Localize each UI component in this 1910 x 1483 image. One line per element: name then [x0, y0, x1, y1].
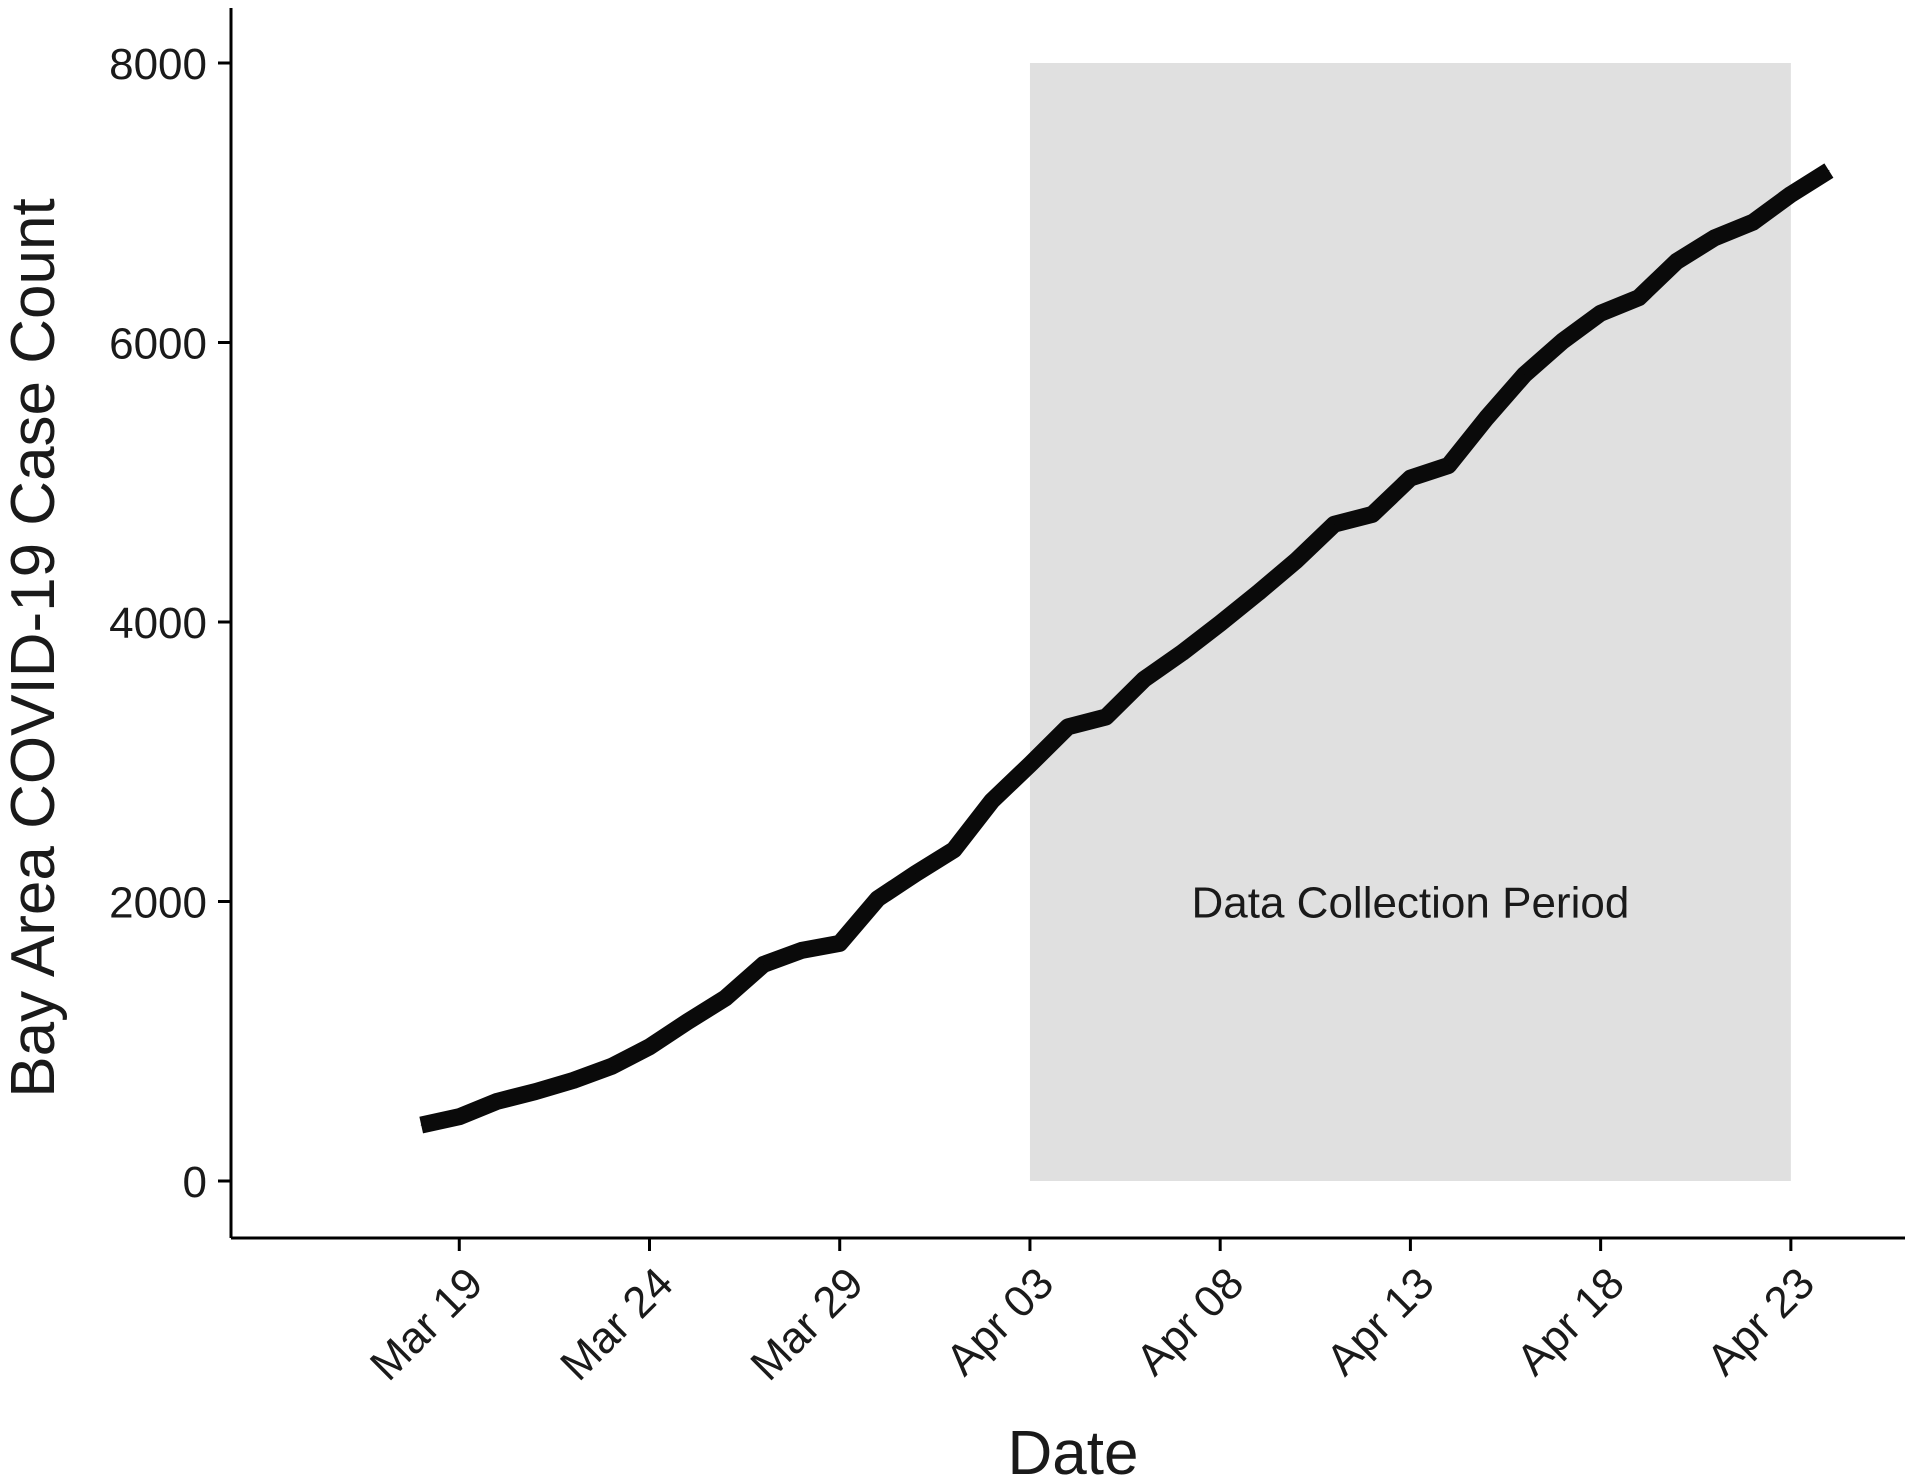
plot-area: Data Collection Period [419, 63, 1834, 1181]
x-tick-label: Mar 19 [361, 1258, 492, 1389]
data-point [725, 997, 727, 999]
data-point [420, 1124, 422, 1126]
data-points [420, 170, 1830, 1126]
data-point [1371, 513, 1373, 515]
data-collection-period-label: Data Collection Period [1192, 879, 1630, 928]
y-tick-label: 0 [183, 1158, 207, 1207]
data-point [1143, 678, 1145, 680]
data-point [1714, 237, 1716, 239]
data-point [1524, 374, 1526, 376]
x-tick-label: Apr 03 [937, 1258, 1063, 1384]
data-point [1447, 464, 1449, 466]
data-point [496, 1100, 498, 1102]
data-point [801, 949, 803, 951]
x-tick-label: Apr 18 [1507, 1258, 1633, 1384]
data-point [1067, 726, 1069, 728]
data-point [649, 1046, 650, 1048]
data-point [1752, 221, 1754, 223]
data-point [1295, 560, 1297, 562]
data-point [1333, 523, 1335, 525]
data-point [1676, 260, 1678, 262]
x-tick-label: Apr 13 [1317, 1258, 1443, 1384]
data-collection-period-region [1029, 63, 1791, 1181]
x-tick-label: Apr 08 [1127, 1258, 1253, 1384]
y-tick-label: 6000 [109, 320, 207, 369]
y-axis-ticks: 0 2000 4000 6000 8000 [109, 40, 231, 1207]
data-point [953, 849, 955, 851]
data-point [610, 1065, 612, 1067]
x-axis-ticks: Mar 19 Mar 24 Mar 29 Apr 03 Apr 08 Apr 13 Apr … [361, 1238, 1824, 1390]
data-point [1486, 417, 1487, 419]
data-point [877, 898, 879, 900]
data-point [763, 963, 765, 965]
data-point [572, 1079, 574, 1081]
data-point [915, 873, 917, 875]
data-point [1638, 297, 1640, 299]
data-point [534, 1091, 536, 1093]
x-tick-label: Apr 23 [1698, 1258, 1824, 1384]
data-point [1562, 340, 1564, 342]
data-point [1600, 312, 1602, 314]
data-point [991, 800, 993, 802]
data-point [1029, 764, 1031, 766]
x-tick-label: Mar 29 [741, 1258, 872, 1389]
data-point [1181, 652, 1183, 654]
case-count-line [419, 163, 1834, 1134]
data-point [458, 1116, 460, 1118]
y-tick-label: 4000 [109, 599, 207, 648]
data-point [1828, 170, 1830, 172]
data-point [1257, 592, 1259, 594]
x-axis-title: Date [1008, 1419, 1139, 1483]
y-tick-label: 2000 [109, 879, 207, 928]
data-point [1219, 622, 1221, 624]
y-tick-label: 8000 [109, 40, 207, 89]
data-point [1790, 193, 1792, 195]
x-tick-label: Mar 24 [551, 1258, 682, 1389]
data-point [1409, 477, 1411, 479]
data-point [687, 1021, 689, 1023]
data-point [1105, 716, 1107, 718]
y-axis-title: Bay Area COVID-19 Case Count [0, 198, 68, 1097]
data-point [839, 942, 841, 944]
